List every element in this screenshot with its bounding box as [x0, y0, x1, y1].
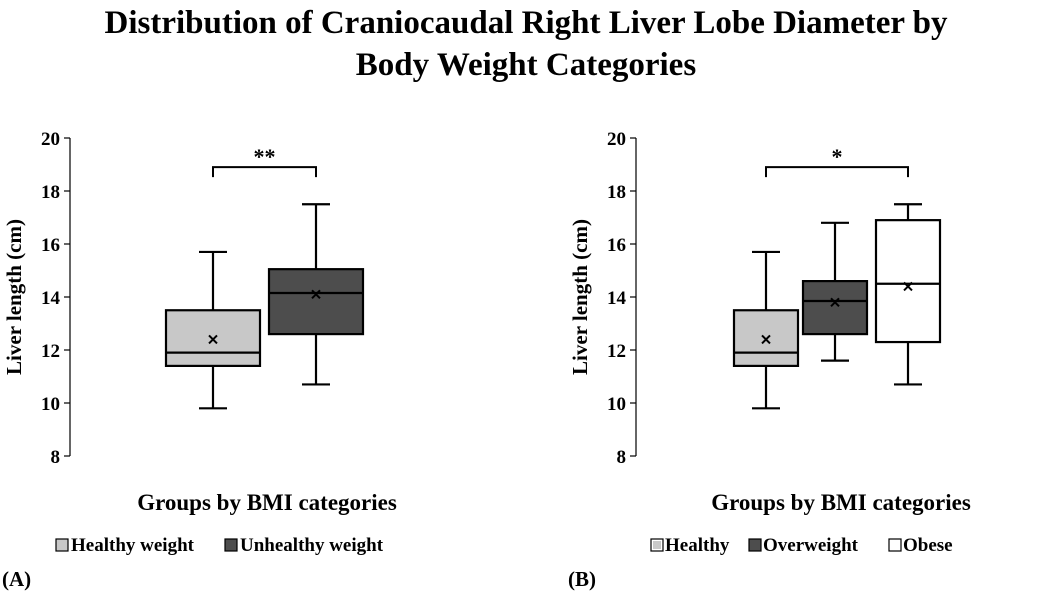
panel-a-y-ticks: 8 10 12 14 16 18 20 — [41, 129, 70, 468]
panel-a-legend: Healthy weight Unhealthy weight — [55, 535, 384, 556]
panel-a-y-label: Liver length (cm) — [2, 219, 26, 375]
box-overweight — [801, 221, 869, 362]
panel-b-label: (B) — [568, 567, 596, 591]
y-tick-label: 8 — [51, 447, 61, 468]
panel-b-boxes: * — [732, 144, 942, 410]
legend-swatch-healthy-inner — [653, 541, 661, 549]
y-tick-label: 12 — [607, 341, 626, 362]
box-iqr — [874, 219, 942, 344]
significance-bracket — [212, 166, 317, 178]
chart-title-line2: Body Weight Categories — [355, 47, 697, 83]
y-tick-label: 14 — [607, 288, 627, 309]
chart-title-line1: Distribution of Craniocaudal Right Liver… — [104, 5, 948, 41]
legend-swatch-unhealthy-weight — [224, 538, 238, 552]
significance-label: ** — [254, 144, 276, 169]
y-tick-label: 10 — [41, 394, 60, 415]
mean-marker — [311, 289, 321, 300]
legend-label-healthy-weight: Healthy weight — [71, 535, 195, 556]
significance-label: * — [832, 144, 843, 169]
box-healthy-weight — [164, 250, 262, 410]
legend-swatch-obese — [888, 538, 902, 552]
y-tick-label: 16 — [41, 235, 60, 256]
legend-swatch-healthy-weight — [55, 538, 69, 552]
significance-bracket — [765, 166, 909, 178]
y-tick-label: 12 — [41, 341, 60, 362]
panel-a: ** 8 10 12 14 16 18 20 Liver length (cm) Group… — [2, 129, 397, 591]
box-healthy — [732, 250, 800, 410]
mean-marker — [208, 334, 218, 345]
panel-b: * 8 10 12 14 16 18 20 Liver length (cm) Groups… — [568, 129, 971, 591]
panel-b-legend: Healthy Overweight Obese — [650, 535, 953, 556]
legend-label-unhealthy-weight: Unhealthy weight — [240, 535, 384, 556]
y-tick-label: 20 — [607, 129, 626, 150]
legend-label-overweight: Overweight — [763, 535, 859, 556]
y-tick-label: 18 — [41, 182, 60, 203]
y-tick-label: 20 — [41, 129, 60, 150]
mean-marker — [830, 297, 840, 308]
box-iqr — [267, 268, 365, 336]
box-obese — [874, 203, 942, 386]
y-tick-label: 14 — [41, 288, 61, 309]
mean-marker — [761, 334, 771, 345]
legend-swatch-overweight — [748, 538, 762, 552]
panel-a-boxes: ** — [164, 144, 365, 410]
legend-label-obese: Obese — [903, 535, 953, 556]
y-tick-label: 8 — [617, 447, 627, 468]
panel-b-x-label: Groups by BMI categories — [711, 490, 971, 515]
panel-a-label: (A) — [2, 567, 31, 591]
y-tick-label: 18 — [607, 182, 626, 203]
box-iqr — [801, 280, 869, 336]
panel-a-x-label: Groups by BMI categories — [137, 490, 397, 515]
mean-marker — [903, 281, 913, 292]
box-unhealthy-weight — [267, 203, 365, 386]
y-tick-label: 16 — [607, 235, 626, 256]
chart-title: Distribution of Craniocaudal Right Liver… — [0, 2, 1052, 86]
y-tick-label: 10 — [607, 394, 626, 415]
legend-label-healthy: Healthy — [665, 535, 730, 556]
panel-b-y-label: Liver length (cm) — [568, 219, 592, 375]
panel-b-y-ticks: 8 10 12 14 16 18 20 — [607, 129, 636, 468]
